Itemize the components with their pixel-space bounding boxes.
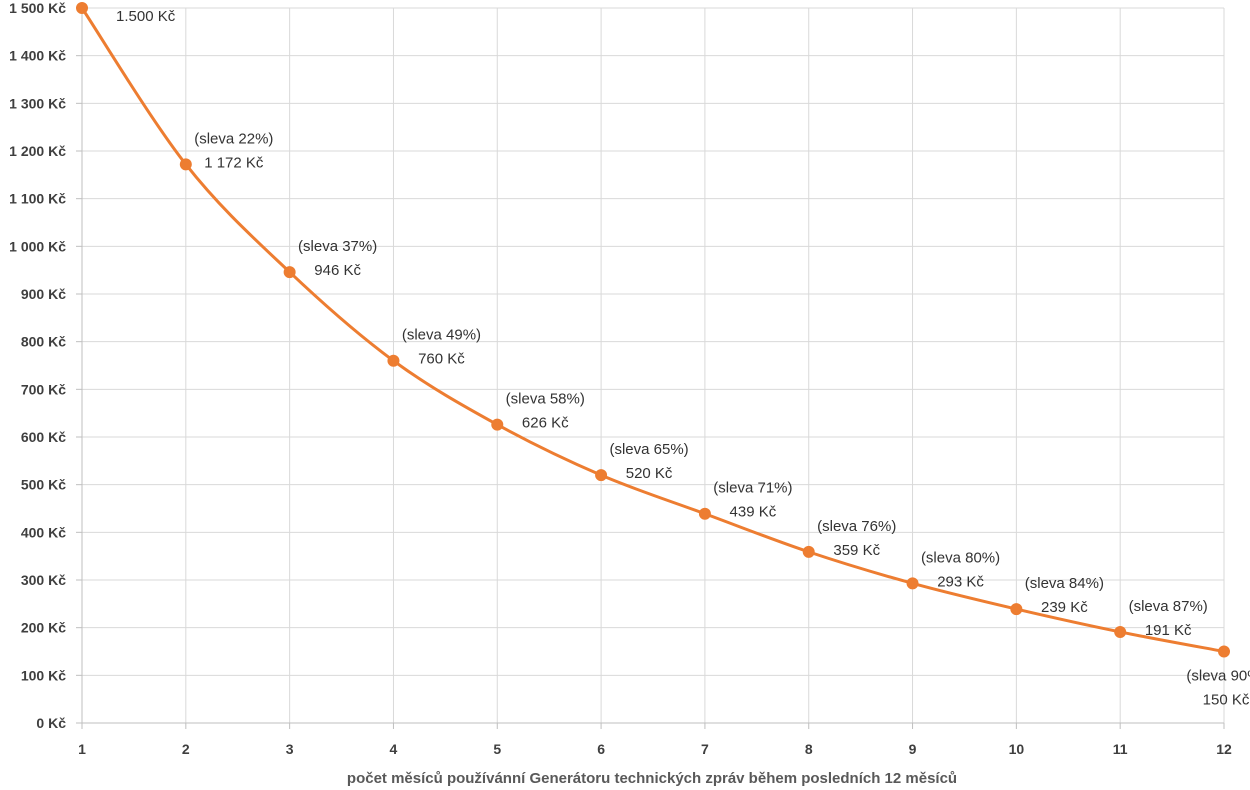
data-label-discount: (sleva 90%) (1186, 668, 1250, 685)
data-labels: 1.500 Kč (sleva 22%) 1 172 Kč (sleva 37%) 94… (116, 8, 1250, 709)
x-tick-label: 11 (1113, 741, 1128, 757)
data-label-price: 946 Kč (314, 262, 361, 279)
data-label-discount: (sleva 58%) (506, 391, 585, 408)
data-label-price: 626 Kč (522, 415, 569, 432)
data-label: (sleva 90%) 150 Kč (1186, 668, 1250, 709)
y-tick-label: 200 Kč (21, 620, 66, 636)
data-label-discount: (sleva 84%) (1025, 575, 1104, 592)
axes (76, 7, 1225, 729)
data-point (179, 158, 192, 171)
y-tick-label: 500 Kč (21, 477, 66, 493)
data-label-price: 1 172 Kč (204, 154, 264, 171)
y-tick-label: 1 400 Kč (9, 48, 66, 64)
data-label-discount: (sleva 76%) (817, 518, 896, 535)
data-label-price: 760 Kč (418, 351, 465, 368)
data-point (283, 266, 296, 279)
data-point (595, 469, 608, 482)
data-label-discount: (sleva 65%) (609, 441, 688, 458)
x-tick-label: 1 (78, 741, 86, 757)
data-point (906, 577, 919, 590)
data-label-discount: (sleva 80%) (921, 549, 1000, 566)
x-tick-label: 2 (182, 741, 190, 757)
data-label: (sleva 71%) 439 Kč (713, 480, 792, 521)
data-label: (sleva 84%) 239 Kč (1025, 575, 1104, 616)
y-tick-label: 100 Kč (21, 667, 66, 683)
data-label-price: 150 Kč (1203, 692, 1250, 709)
data-label-price: 1.500 Kč (116, 8, 176, 25)
data-point (491, 418, 504, 431)
data-point (76, 2, 88, 14)
data-label-discount: (sleva 49%) (402, 327, 481, 344)
x-tick-label: 7 (701, 741, 709, 757)
data-label: (sleva 49%) 760 Kč (402, 327, 481, 368)
y-tick-label: 1 200 Kč (9, 143, 66, 159)
data-point (1114, 625, 1127, 638)
x-axis-label: počet měsíců používánní Generátoru techn… (347, 770, 957, 787)
y-tick-label: 1 300 Kč (9, 95, 66, 111)
data-label-price: 239 Kč (1041, 599, 1088, 616)
data-label-price: 191 Kč (1145, 622, 1192, 639)
data-points (76, 2, 1230, 658)
y-tick-label: 1 100 Kč (9, 191, 66, 207)
y-tick-label: 800 Kč (21, 334, 66, 350)
data-label: 1.500 Kč (116, 8, 176, 25)
data-label-discount: (sleva 37%) (298, 238, 377, 255)
data-label-discount: (sleva 71%) (713, 480, 792, 497)
y-tick-label: 400 Kč (21, 524, 66, 540)
x-tick-label: 6 (597, 741, 605, 757)
data-point (1218, 645, 1230, 658)
y-tick-label: 300 Kč (21, 572, 66, 588)
y-tick-label: 1 500 Kč (9, 0, 66, 16)
y-tick-label: 0 Kč (36, 715, 66, 731)
data-label: (sleva 87%) 191 Kč (1129, 598, 1208, 639)
x-tick-label: 5 (493, 741, 501, 757)
x-tick-label: 8 (805, 741, 813, 757)
series-line (80, 6, 1226, 653)
data-label-discount: (sleva 22%) (194, 130, 273, 147)
y-tick-label: 600 Kč (21, 429, 66, 445)
data-label-discount: (sleva 87%) (1129, 598, 1208, 615)
data-label: (sleva 22%) 1 172 Kč (194, 130, 273, 171)
x-tick-label: 3 (286, 741, 294, 757)
data-label: (sleva 37%) 946 Kč (298, 238, 377, 279)
data-point (1010, 603, 1023, 616)
data-label: (sleva 58%) 626 Kč (506, 391, 585, 432)
y-tick-labels: 0 Kč 100 Kč 200 Kč 300 Kč 400 Kč 500 Kč 600 Kč… (9, 0, 66, 731)
data-label: (sleva 80%) 293 Kč (921, 549, 1000, 590)
y-tick-label: 700 Kč (21, 381, 66, 397)
data-label-price: 520 Kč (626, 465, 673, 482)
data-point (698, 507, 711, 520)
data-label: (sleva 65%) 520 Kč (609, 441, 688, 482)
data-label-price: 439 Kč (730, 504, 777, 521)
data-label-price: 359 Kč (833, 542, 880, 559)
y-tick-label: 900 Kč (21, 286, 66, 302)
x-tick-label: 12 (1216, 741, 1232, 757)
data-point (802, 545, 815, 558)
x-tick-label: 4 (390, 741, 398, 757)
x-tick-labels: 1 2 3 4 5 6 7 8 9 10 11 12 (78, 741, 1232, 757)
x-tick-label: 9 (909, 741, 917, 757)
series-price (80, 6, 1226, 653)
data-point (387, 354, 400, 367)
data-label: (sleva 76%) 359 Kč (817, 518, 896, 559)
x-tick-label: 10 (1009, 741, 1025, 757)
data-label-price: 293 Kč (937, 573, 984, 590)
y-tick-label: 1 000 Kč (9, 238, 66, 254)
